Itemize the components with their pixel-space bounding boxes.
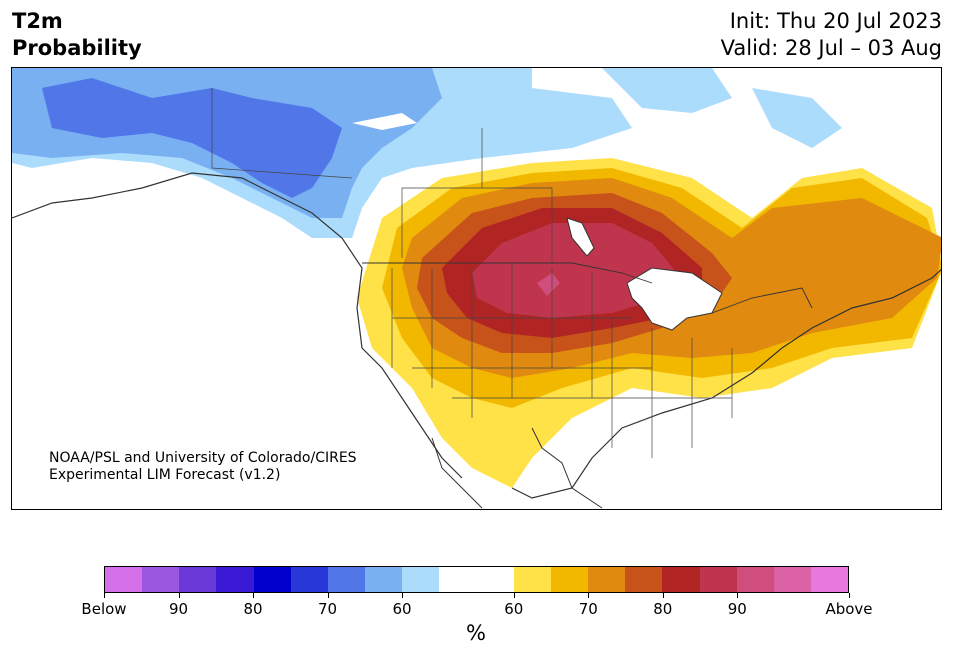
forecast-dates: Init: Thu 20 Jul 2023 Valid: 28 Jul – 03… (721, 8, 942, 62)
colorbar-tick-label: 90 (727, 600, 747, 618)
colorbar-segment (550, 567, 589, 592)
region-below-60-east (602, 68, 732, 113)
colorbar-segment (365, 567, 403, 592)
map-svg (12, 68, 941, 509)
colorbar-tick-label: 80 (243, 600, 263, 618)
colorbar-segment (439, 567, 477, 592)
colorbar-tick-mark (253, 593, 254, 598)
colorbar-segment (142, 567, 180, 592)
valid-date: Valid: 28 Jul – 03 Aug (720, 36, 942, 60)
state-borders (211, 88, 733, 458)
colorbar-segment (625, 567, 663, 592)
region-above-peak (537, 273, 560, 296)
credit-line-2: Experimental LIM Forecast (v1.2) (49, 467, 281, 483)
colorbar-segment (662, 567, 700, 592)
colorbar-segment (773, 567, 811, 592)
probability-map (11, 67, 942, 510)
colorbar-segment (810, 567, 849, 592)
colorbar-tick-mark (178, 593, 180, 598)
map-title: T2m Probability (12, 8, 142, 62)
mexico-coast (431, 427, 603, 509)
colorbar-tick-label: 90 (168, 600, 189, 618)
colorbar-tick-label: 70 (317, 600, 338, 618)
colorbar-segment (402, 567, 440, 592)
lake-winnipeg (566, 217, 595, 257)
colorbar-segment (699, 567, 737, 592)
region-below-80 (42, 78, 342, 198)
colorbar-tick-mark (327, 593, 329, 598)
colorbar-segment (736, 567, 774, 592)
colorbar-tick-mark (104, 593, 105, 598)
colorbar-segment (105, 567, 143, 592)
colorbar-tick-label: 60 (504, 600, 524, 618)
hudson-region-snow (352, 113, 417, 130)
region-above-top (472, 223, 677, 318)
colorbar-tick-mark (737, 593, 739, 598)
canada-us-border (362, 262, 813, 314)
colorbar-tick-mark (513, 593, 515, 598)
colorbar-tick-label: Below (81, 600, 127, 618)
probability-colorbar (104, 566, 849, 593)
colorbar-tick-mark (662, 593, 664, 598)
colorbar-tick-mark (849, 593, 850, 598)
colorbar-segment (179, 567, 217, 592)
colorbar-tick-mark (588, 593, 590, 598)
colorbar-segment (290, 567, 328, 592)
colorbar-tick-label: Above (825, 600, 873, 618)
colorbar-segment (513, 567, 551, 592)
colorbar-segment (327, 567, 366, 592)
colorbar-tick-label: 70 (578, 600, 598, 618)
colorbar-segment (588, 567, 626, 592)
colorbar-segment (253, 567, 291, 592)
great-lakes (626, 267, 723, 331)
init-date: Init: Thu 20 Jul 2023 (729, 9, 942, 33)
colorbar-segment (216, 567, 254, 592)
credit-line-1: NOAA/PSL and University of Colorado/CIRE… (49, 450, 357, 466)
colorbar-segment (476, 567, 514, 592)
colorbar-tick-label: 80 (653, 600, 673, 618)
region-below-60-ne (752, 88, 842, 148)
colorbar-tick-mark (402, 593, 403, 598)
colorbar-tick-label: 60 (392, 600, 412, 618)
title-field: Probability (12, 36, 142, 60)
colorbar-unit: % (466, 621, 486, 645)
title-variable: T2m (12, 9, 63, 33)
credit-text: NOAA/PSL and University of Colorado/CIRE… (49, 450, 357, 484)
